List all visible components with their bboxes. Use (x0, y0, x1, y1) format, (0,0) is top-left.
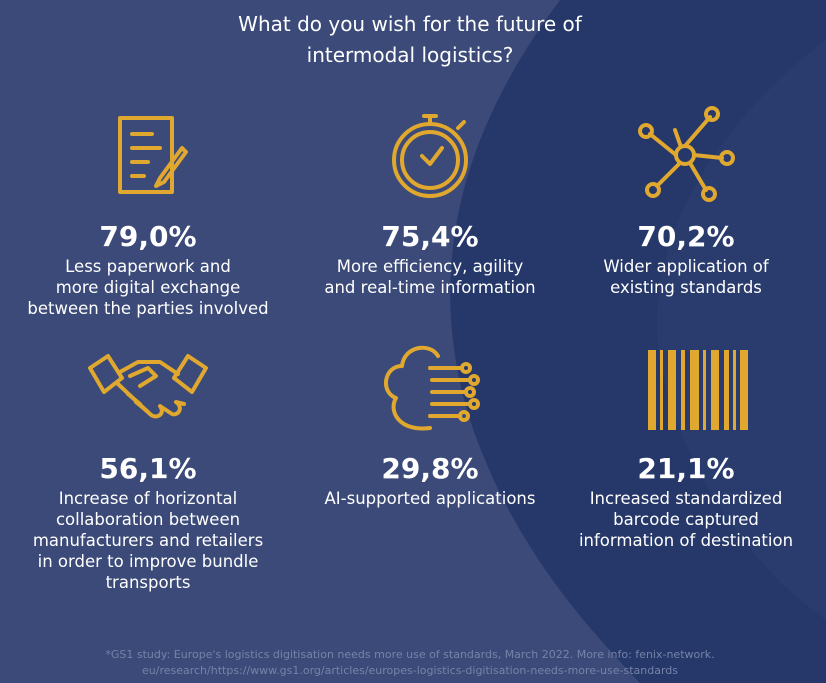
footnote-line: eu/research/https://www.gs1.org/articles… (142, 664, 678, 677)
description-line: information of destination (578, 531, 794, 550)
percent: 21,1% (637, 452, 735, 485)
description-line: Wider application of (603, 257, 769, 276)
percent: 75,4% (381, 220, 479, 253)
description-line: existing standards (610, 278, 762, 297)
description-line: AI-supported applications (324, 489, 536, 508)
description-line: Increase of horizontal (58, 489, 238, 508)
percent: 56,1% (99, 452, 197, 485)
description-line: and real-time information (324, 278, 536, 297)
description-line: Less paperwork and (65, 257, 231, 276)
description-line: in order to improve bundle (37, 552, 259, 571)
percent: 70,2% (637, 220, 735, 253)
description-line: between the parties involved (27, 299, 269, 318)
description-line: barcode captured (613, 510, 759, 529)
description-line: Increased standardized (589, 489, 783, 508)
description-line: manufacturers and retailers (32, 531, 264, 550)
footnote-line: *GS1 study: Europe's logistics digitisat… (105, 648, 715, 661)
description-line: more digital exchange (55, 278, 241, 297)
description-line: collaboration between (55, 510, 241, 529)
percent: 29,8% (381, 452, 479, 485)
description-line: transports (105, 573, 191, 592)
percent: 79,0% (99, 220, 197, 253)
description-line: More efficiency, agility (336, 257, 524, 276)
title-line: What do you wish for the future of (238, 12, 582, 36)
title-line: intermodal logistics? (306, 43, 514, 67)
